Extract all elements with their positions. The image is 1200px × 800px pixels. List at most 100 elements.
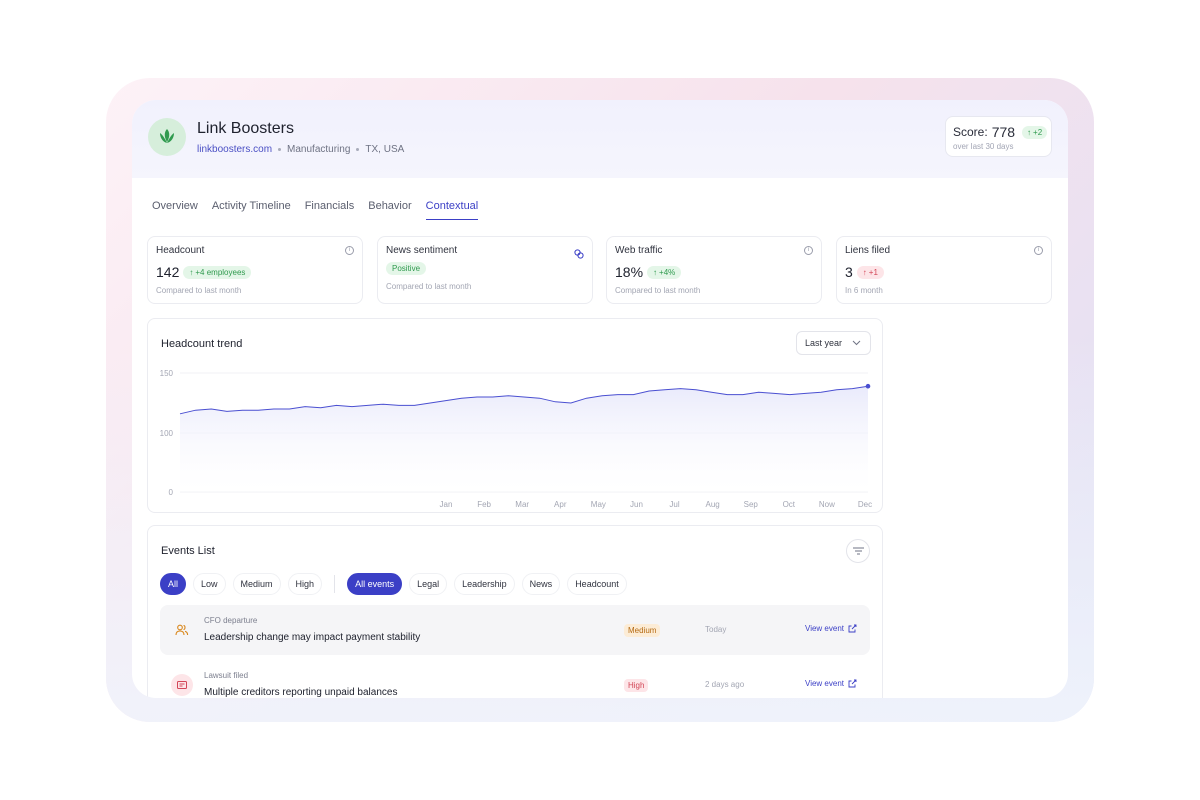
company-name: Link Boosters	[197, 120, 294, 137]
severity-badge: Medium	[624, 624, 661, 637]
score-label: Score:	[953, 125, 988, 139]
stat-title: News sentiment	[386, 245, 458, 256]
filter-divider	[334, 575, 336, 593]
info-icon[interactable]: i	[804, 246, 813, 255]
y-tick-label: 0	[169, 488, 174, 497]
view-event-link[interactable]: View event	[805, 624, 857, 633]
tab-activity-timeline[interactable]: Activity Timeline	[211, 200, 291, 212]
event-time: Today	[705, 625, 727, 634]
external-link-icon	[848, 679, 857, 688]
stat-badge: ↑ +4%	[647, 265, 682, 279]
filter-button[interactable]	[846, 539, 870, 563]
event-description: Leadership change may impact payment sta…	[204, 632, 421, 643]
series-area	[180, 386, 868, 492]
filter-type-leadership[interactable]: Leadership	[454, 573, 515, 595]
x-tick-label: Mar	[515, 500, 529, 509]
stat-badge: Positive	[386, 262, 427, 275]
external-link-icon	[848, 624, 857, 633]
document-icon	[171, 674, 193, 696]
view-event-link[interactable]: View event	[805, 679, 857, 688]
x-tick-label: Feb	[477, 500, 491, 509]
event-description: Multiple creditors reporting unpaid bala…	[204, 687, 398, 698]
stat-value: 3	[845, 264, 853, 280]
filter-severity-low[interactable]: Low	[193, 573, 226, 595]
view-event-label: View event	[805, 679, 844, 688]
arrow-up-icon: ↑	[653, 267, 658, 277]
view-event-label: View event	[805, 624, 844, 633]
chart-title: Headcount trend	[161, 338, 243, 350]
info-icon[interactable]: i	[1034, 246, 1043, 255]
stat-badge-text: +1	[868, 267, 878, 277]
filter-icon	[852, 547, 864, 555]
y-tick-label: 100	[160, 429, 174, 438]
series-end-point[interactable]	[865, 383, 871, 389]
stat-badge: ↑ +1	[856, 265, 884, 279]
events-list-card: Events List All Low Medium High All even…	[147, 525, 883, 698]
tab-overview[interactable]: Overview	[152, 200, 198, 212]
x-tick-label: Apr	[554, 500, 567, 509]
filter-type-news[interactable]: News	[521, 573, 561, 595]
stat-title: Web traffic	[615, 245, 663, 256]
x-tick-label: Dec	[858, 500, 872, 509]
stat-badge-text: +4%	[659, 267, 676, 277]
events-title: Events List	[161, 545, 215, 557]
score-value: 778	[991, 124, 1016, 140]
event-time: 2 days ago	[705, 680, 745, 689]
stat-subtitle: Compared to last month	[156, 286, 242, 295]
stat-card-liens-filed: Liens filed i 3 ↑ +1 In 6 month	[836, 236, 1052, 304]
x-tick-label: May	[591, 500, 606, 509]
stat-card-headcount: Headcount i 142 ↑ +4 employees Compared t…	[147, 236, 363, 304]
leaf-icon	[148, 118, 186, 156]
stat-title: Liens filed	[845, 245, 891, 256]
link-icon[interactable]	[574, 246, 584, 264]
event-kicker: Lawsuit filed	[204, 671, 249, 680]
filter-type-legal[interactable]: Legal	[409, 573, 448, 595]
severity-badge: High	[624, 679, 649, 692]
stat-value: 142	[156, 264, 180, 280]
stat-subtitle: Compared to last month	[615, 286, 701, 295]
event-filters: All Low Medium High All events Legal Lea…	[160, 573, 627, 595]
stat-subtitle: In 6 month	[845, 286, 883, 295]
info-icon[interactable]: i	[345, 246, 354, 255]
company-meta: linkboosters.com Manufacturing TX, USA	[197, 144, 404, 155]
stat-card-news-sentiment: News sentiment Positive Compared to last…	[377, 236, 593, 304]
stat-badge-text: +4 employees	[195, 267, 246, 277]
filter-type-headcount[interactable]: Headcount	[567, 573, 627, 595]
arrow-up-icon: ↑	[862, 267, 867, 277]
separator-dot	[278, 148, 282, 151]
filter-type-all-events[interactable]: All events	[347, 573, 403, 595]
arrow-up-icon: ↑	[189, 267, 194, 277]
score-delta: +2	[1033, 127, 1043, 137]
separator-dot	[356, 148, 360, 151]
company-industry: Manufacturing	[287, 144, 351, 155]
x-tick-label: Oct	[783, 500, 796, 509]
filter-severity-all[interactable]: All	[160, 573, 187, 595]
tab-financials[interactable]: Financials	[304, 200, 355, 212]
stat-badge: ↑ +4 employees	[183, 265, 252, 279]
x-tick-label: Jul	[669, 500, 679, 509]
y-tick-label: 150	[160, 369, 174, 378]
company-website-link[interactable]: linkboosters.com	[197, 144, 273, 155]
stat-value: 18%	[615, 264, 644, 280]
stat-subtitle: Compared to last month	[386, 282, 472, 291]
x-tick-label: Sep	[744, 500, 759, 509]
score-delta-badge: ↑ +2	[1022, 125, 1048, 139]
tab-bar: Overview Activity Timeline Financials Be…	[152, 200, 479, 220]
people-icon	[171, 619, 193, 641]
filter-severity-medium[interactable]: Medium	[232, 573, 281, 595]
event-kicker: CFO departure	[204, 616, 258, 625]
tab-contextual[interactable]: Contextual	[425, 200, 479, 220]
tab-behavior[interactable]: Behavior	[368, 200, 412, 212]
chevron-down-icon	[852, 340, 861, 346]
x-tick-label: Now	[819, 500, 835, 509]
series-line	[179, 385, 869, 415]
headcount-trend-card: Headcount trend Last year 0 100 150 Jan Feb M…	[147, 318, 883, 513]
range-dropdown[interactable]: Last year	[796, 331, 871, 355]
range-dropdown-value: Last year	[805, 338, 843, 348]
score-card: Score: 778 ↑ +2 over last 30 days	[945, 116, 1052, 157]
event-row[interactable]: Lawsuit filed Multiple creditors reporti…	[160, 660, 870, 698]
score-subtitle: over last 30 days	[953, 142, 1014, 151]
filter-severity-high[interactable]: High	[287, 573, 323, 595]
event-row[interactable]: CFO departure Leadership change may impa…	[160, 605, 870, 655]
x-tick-label: Jun	[630, 500, 643, 509]
